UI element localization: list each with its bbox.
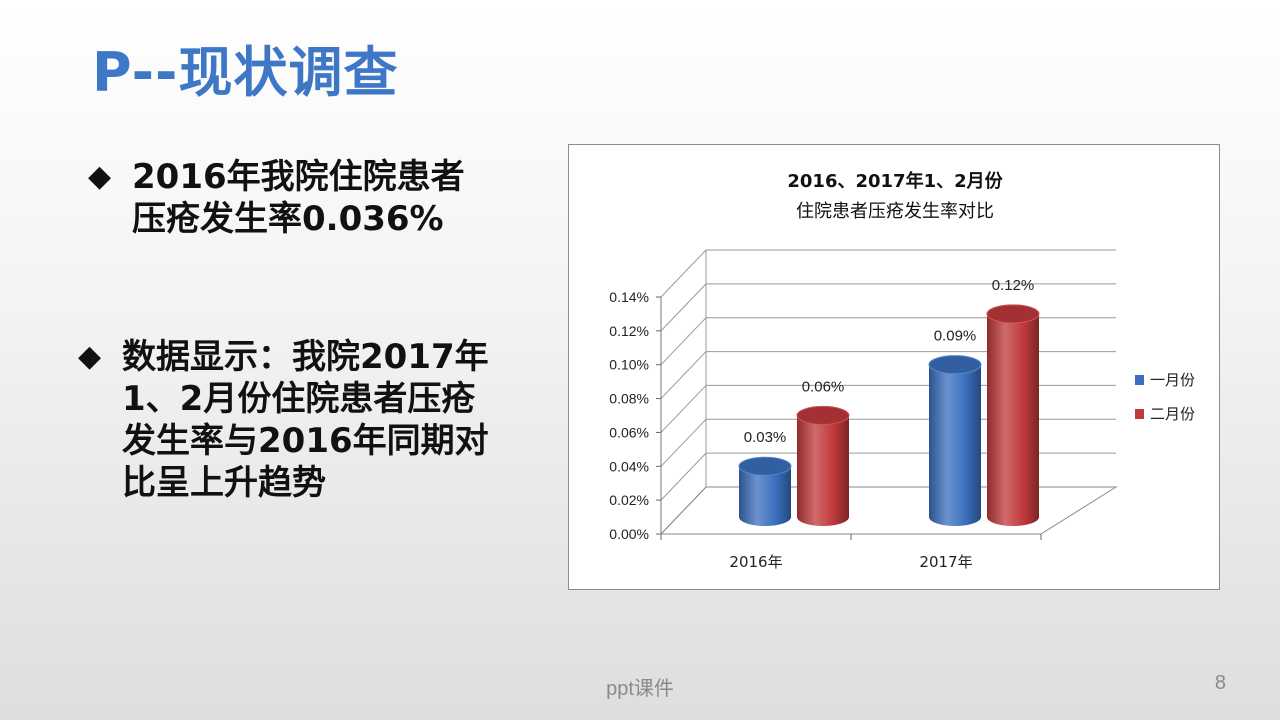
x-tick-label: 2016年 — [729, 553, 782, 571]
gridline-side — [660, 418, 707, 467]
gridline-side — [660, 452, 707, 501]
y-tick-label: 0.04% — [609, 458, 649, 474]
bar-top — [928, 355, 982, 375]
bar-二月份 — [797, 415, 849, 526]
diamond-bullet-icon: ◆ — [88, 159, 112, 194]
bullet-item-1: ◆ 2016年我院住院患者 压疮发生率0.036% — [88, 156, 528, 240]
gridline-side — [660, 283, 707, 332]
gridline-side — [660, 385, 707, 433]
y-tick-label: 0.10% — [609, 357, 649, 373]
diamond-bullet-icon: ◆ — [78, 339, 102, 374]
data-label: 0.06% — [802, 378, 845, 395]
bar-二月份 — [987, 313, 1039, 526]
y-tick-label: 0.06% — [609, 424, 649, 440]
data-label: 0.03% — [744, 429, 787, 446]
legend-swatch-一月份 — [1135, 375, 1144, 385]
page-number: 8 — [1214, 672, 1226, 694]
bar-top — [796, 405, 850, 425]
legend-label: 一月份 — [1150, 371, 1195, 389]
bullet-text-1: 2016年我院住院患者 压疮发生率0.036% — [132, 157, 465, 239]
bar-top — [738, 456, 792, 476]
data-label: 0.09% — [934, 328, 977, 345]
gridline-side — [660, 351, 707, 399]
chart-floor — [659, 486, 1118, 535]
bar-top — [986, 304, 1040, 324]
gridline-side — [660, 317, 707, 366]
y-tick-label: 0.02% — [609, 492, 649, 508]
bar-一月份 — [929, 364, 981, 526]
data-label: 0.12% — [992, 277, 1035, 294]
gridline-side — [660, 249, 707, 298]
legend-swatch-二月份 — [1135, 409, 1144, 419]
y-tick-label: 0.08% — [609, 391, 649, 407]
y-tick-label: 0.14% — [609, 289, 649, 305]
bullet-text-2: 数据显示：我院2017年 1、2月份住院患者压疮 发生率与2016年同期对 比呈… — [122, 337, 489, 503]
footer-text: ppt课件 — [606, 678, 674, 700]
bullet-item-2: ◆ 数据显示：我院2017年 1、2月份住院患者压疮 发生率与2016年同期对 … — [78, 336, 548, 504]
chart-title-line: 2016、2017年1、2月份 — [787, 170, 1003, 192]
slide-title: P--现状调查 — [92, 41, 399, 104]
y-tick-label: 0.12% — [609, 323, 649, 339]
chart-container: 2016、2017年1、2月份 住院患者压疮发生率对比 0.00% 0.02% 0.04… — [568, 144, 1220, 590]
chart-title-line: 住院患者压疮发生率对比 — [796, 201, 994, 222]
bar-一月份 — [739, 466, 791, 526]
x-tick-label: 2017年 — [919, 553, 972, 571]
legend-label: 二月份 — [1150, 405, 1195, 423]
y-tick-label: 0.00% — [609, 526, 649, 542]
